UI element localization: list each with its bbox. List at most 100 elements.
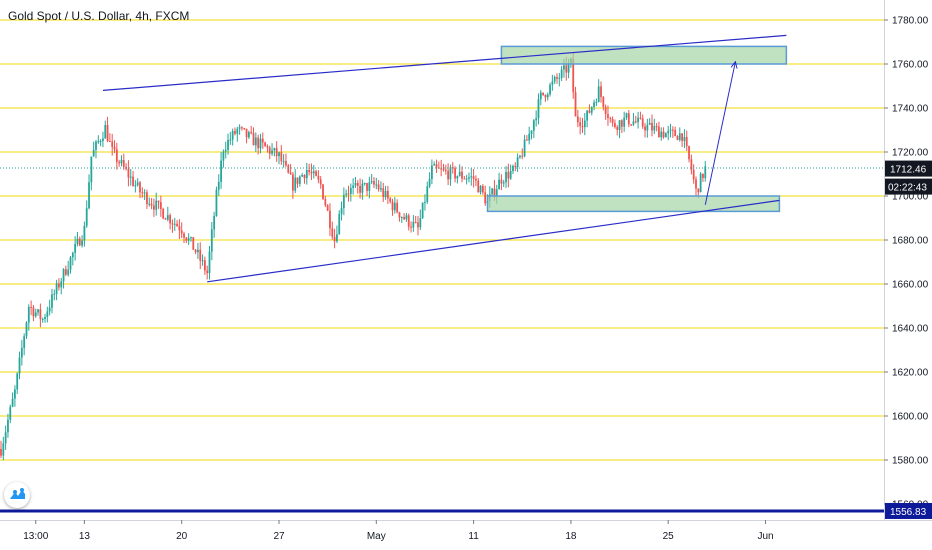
candle-body [433,164,436,166]
candle-body [597,86,600,102]
candle [674,126,677,137]
candle-body [525,139,528,141]
candle [95,139,97,159]
candle-body [27,306,30,323]
time-axis-background [0,520,932,550]
candle-body [505,171,507,183]
candle-body [264,142,266,147]
candle-body [71,252,74,258]
candle-body [106,124,109,142]
candle-body [683,137,686,141]
candle [521,148,524,160]
candle-body [115,149,118,162]
candle-body [602,97,605,107]
candle-body [227,139,229,150]
candle-body [660,131,663,138]
zone-rectangle[interactable] [486,195,781,213]
candle [187,233,190,245]
trendline[interactable] [102,34,787,91]
candle-body [470,176,473,178]
price-axis[interactable]: 1780.00 1760.00 1740.00 1720.00 1700.00 1680.… [884,0,932,520]
candle [588,104,591,114]
candle-body [85,208,88,226]
candle-body [213,216,216,230]
candle [310,163,313,181]
candle [285,153,287,167]
candle [180,222,183,239]
candle-body [669,129,672,131]
candle [164,217,167,220]
candle [688,145,690,163]
candle [51,288,53,314]
candle-body [287,165,290,173]
candle [331,221,334,240]
candle [352,178,355,195]
candle-body [493,188,496,197]
candle-body [222,151,225,161]
candle-body [259,138,262,149]
candle [190,236,192,242]
candle-body [560,69,563,78]
candle [32,305,35,322]
candle-body [500,179,503,184]
candle [625,112,628,120]
candle [74,236,77,261]
candle [192,237,195,250]
candle-body [583,120,586,128]
candle-body [292,174,294,191]
candle [375,177,378,190]
candle [336,225,338,244]
candle-body [122,160,125,167]
candle-body [224,149,227,152]
candle [46,306,49,323]
candle [553,75,556,84]
candle [454,166,456,183]
drawing-layer[interactable] [0,34,884,513]
candle-body [176,223,178,227]
candle-body [153,205,155,210]
candle [39,303,42,328]
candle-body [502,182,505,184]
candle-body [542,92,544,95]
candle-body [247,132,250,138]
candle-body [572,58,575,93]
candle [127,160,130,187]
candle-body [322,184,324,200]
tradingview-logo-button[interactable] [4,482,30,508]
candle [396,199,399,214]
candle-body [108,141,111,143]
candle-body [157,200,160,203]
trendline[interactable] [207,199,780,283]
candle [641,114,644,129]
price-level-lines [0,19,884,461]
candle [704,160,707,182]
candle [405,212,408,222]
candle [111,133,114,156]
candle [229,131,232,145]
projection-arrow[interactable] [704,61,736,205]
candle [338,210,341,235]
candle [166,206,169,222]
candle [259,133,262,154]
candle [451,162,454,174]
candle [16,372,19,394]
candle [593,99,595,111]
candle-body [435,164,438,168]
candle [442,163,445,172]
candle-body [417,222,419,228]
candle [99,139,102,147]
candle-body [412,221,415,228]
time-axis[interactable]: 13:00 13 20 27 May 11 18 25 Jun [0,520,932,550]
candle [426,181,429,204]
candle-body [428,179,431,187]
candle [581,117,584,133]
candle-body [74,243,77,253]
candle-body [120,160,123,164]
candle-body [190,237,192,239]
candle-body [625,113,628,118]
candle-body [254,137,257,146]
time-tick-label: 25 [663,531,675,542]
candle-body [410,226,412,228]
